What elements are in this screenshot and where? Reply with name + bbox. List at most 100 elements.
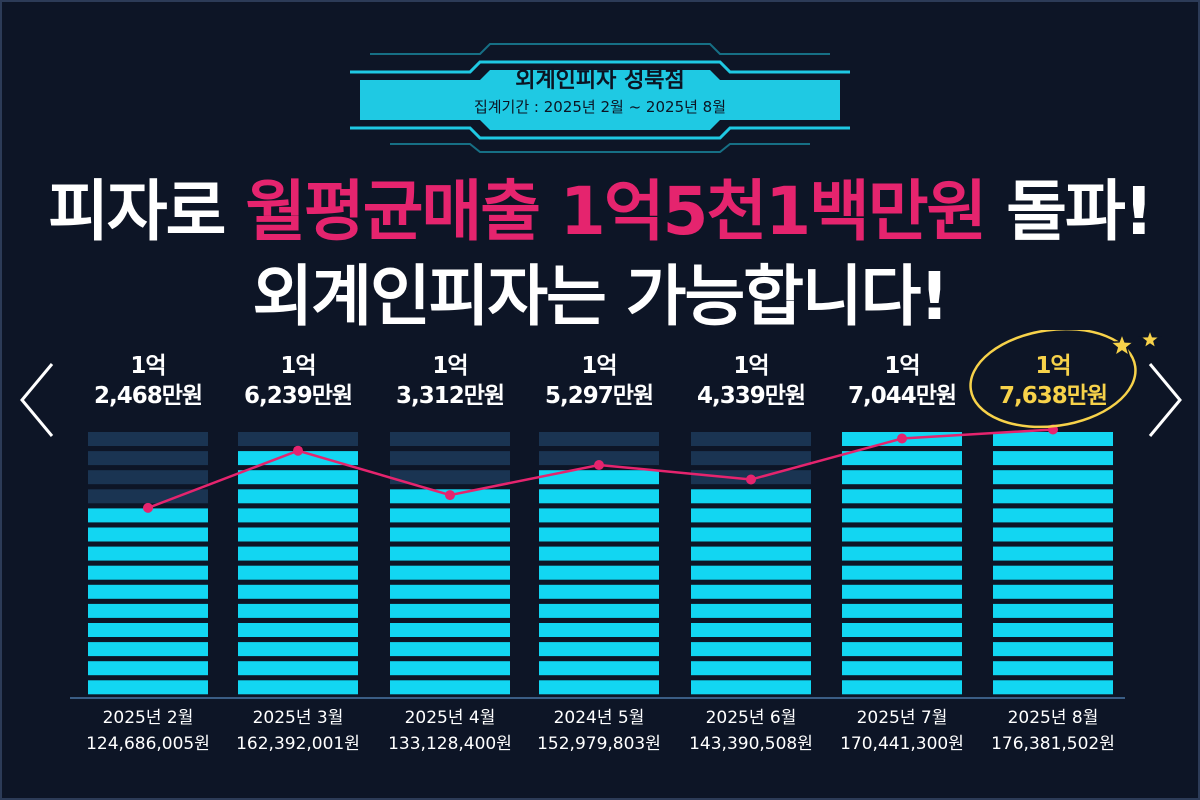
- value-label-4: 1억 5,297만원: [524, 351, 674, 411]
- bar-segment: [842, 470, 962, 485]
- x-tick-label: 2025년 8월: [1007, 708, 1099, 728]
- bar-segment: [390, 623, 510, 637]
- bar-2: [238, 432, 358, 695]
- bar-segment: [842, 642, 962, 657]
- bar-segment: [539, 680, 659, 695]
- chevron-left-icon: [20, 363, 54, 437]
- bar-segment: [390, 603, 510, 618]
- x-tick-label: 2025년 7월: [856, 708, 948, 728]
- x-label-3: 2025년 4월 133,128,400원: [375, 705, 525, 757]
- badge-title: 외계인피자 성북점: [515, 68, 685, 93]
- bar-value-label: 133,128,400원: [388, 734, 512, 754]
- highlight-circle: [969, 330, 1137, 429]
- bar-segment: [842, 489, 962, 504]
- badge-period: 집계기간 : 2025년 2월 ~ 2025년 8월: [473, 98, 727, 116]
- bar-4: [539, 432, 659, 695]
- bar-segment: [993, 527, 1113, 542]
- bar-segment: [691, 680, 811, 695]
- bar-segment: [88, 623, 208, 637]
- badge-shape: [350, 43, 850, 153]
- bar-value-label: 162,392,001원: [236, 734, 360, 754]
- bar-segment: [88, 527, 208, 542]
- bar-segment: [539, 527, 659, 542]
- headline-prefix: 피자로: [48, 173, 246, 250]
- bar-segment: [238, 642, 358, 657]
- bar-segment: [539, 470, 659, 485]
- bar-segment: [88, 642, 208, 657]
- value-label-unit: 1억: [280, 353, 316, 379]
- bar-segment: [842, 546, 962, 561]
- bar-segment: [842, 603, 962, 618]
- bar-segment: [993, 680, 1113, 695]
- sparkle-star-icon: [1108, 331, 1136, 358]
- bar-segment: [993, 470, 1113, 485]
- bar-segment: [691, 489, 811, 504]
- bar-segment: [842, 527, 962, 542]
- bar-segment: [88, 489, 208, 504]
- bar-segment: [238, 661, 358, 676]
- value-label-unit: 1억: [432, 353, 468, 379]
- trend-point-2: [293, 445, 303, 456]
- sparkle-star-icon: [1138, 330, 1162, 350]
- bar-value-label: 124,686,005원: [86, 734, 210, 754]
- bar-segment: [238, 546, 358, 561]
- bar-segment: [390, 661, 510, 676]
- value-label-unit: 1억: [884, 353, 920, 379]
- sales-bar-chart: [70, 330, 1162, 699]
- bar-segment: [539, 603, 659, 618]
- bar-segment: [691, 451, 811, 466]
- bar-segment: [238, 603, 358, 618]
- value-label-unit: 1억: [733, 353, 769, 379]
- prev-arrow-button[interactable]: [14, 360, 64, 440]
- value-label-amount: 4,339만원: [696, 383, 806, 409]
- bar-1: [88, 432, 208, 695]
- value-label-1: 1억 2,468만원: [73, 351, 223, 411]
- bar-segment: [842, 680, 962, 695]
- bar-segment: [842, 565, 962, 580]
- value-label-5: 1억 4,339만원: [676, 351, 826, 411]
- trend-point-4: [594, 459, 604, 470]
- bar-segment: [88, 584, 208, 599]
- store-badge: 외계인피자 성북점 집계기간 : 2025년 2월 ~ 2025년 8월: [330, 32, 870, 157]
- bar-segment: [691, 603, 811, 618]
- bar-segment: [390, 642, 510, 657]
- bar-segment: [390, 432, 510, 446]
- bar-segment: [691, 527, 811, 542]
- x-label-6: 2025년 7월 170,441,300원: [827, 705, 977, 757]
- bar-segment: [993, 603, 1113, 618]
- bar-segment: [842, 623, 962, 637]
- bar-segment: [390, 470, 510, 485]
- value-label-amount: 7,044만원: [847, 383, 957, 409]
- bar-segment: [539, 489, 659, 504]
- headline-line-2: 외계인피자는 가능합니다!: [252, 258, 950, 335]
- bar-segment: [539, 565, 659, 580]
- bar-segment: [691, 623, 811, 637]
- bar-segment: [842, 451, 962, 466]
- bar-5: [691, 432, 811, 695]
- bar-segment: [691, 565, 811, 580]
- bar-segment: [238, 508, 358, 523]
- x-label-7: 2025년 8월 176,381,502원: [978, 705, 1128, 757]
- bar-segment: [238, 527, 358, 542]
- bar-segment: [390, 508, 510, 523]
- bar-segment: [993, 584, 1113, 599]
- bar-segment: [691, 432, 811, 446]
- bar-segment: [691, 642, 811, 657]
- bar-segment: [238, 489, 358, 504]
- value-label-amount: 3,312만원: [395, 383, 505, 409]
- bar-segment: [390, 584, 510, 599]
- bar-segment: [238, 470, 358, 485]
- bar-7: [993, 432, 1113, 695]
- trend-point-3: [445, 490, 455, 501]
- bar-segment: [993, 508, 1113, 523]
- value-label-amount: 6,239만원: [243, 383, 353, 409]
- bar-segment: [842, 661, 962, 676]
- bar-segment: [539, 508, 659, 523]
- bar-segment: [539, 642, 659, 657]
- bar-segment: [993, 451, 1113, 466]
- value-label-2: 1억 6,239만원: [223, 351, 373, 411]
- bar-segment: [539, 546, 659, 561]
- headline-suffix: 돌파!: [985, 173, 1154, 250]
- next-arrow-button[interactable]: [1138, 360, 1188, 440]
